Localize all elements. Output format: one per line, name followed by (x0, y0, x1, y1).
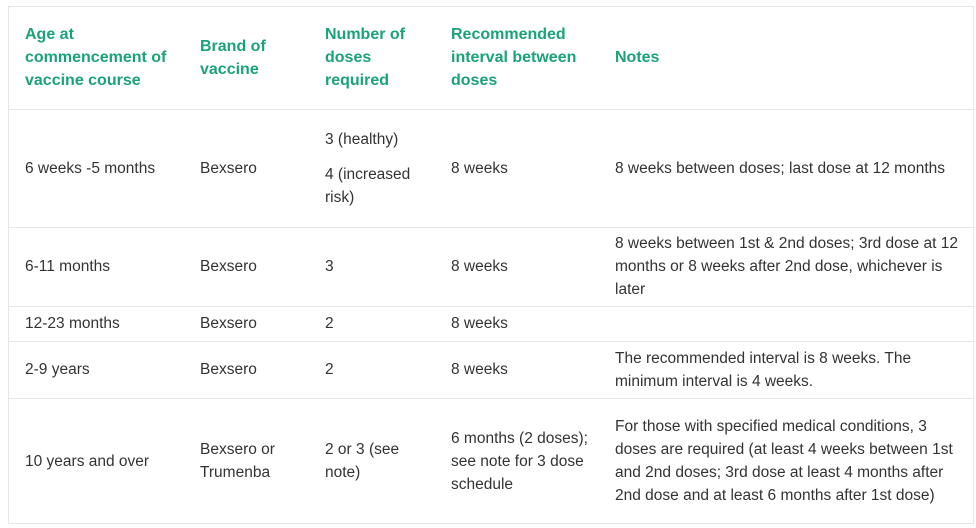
table-row: 12-23 months Bexsero 2 8 weeks (9, 306, 975, 342)
cell-interval: 8 weeks (435, 341, 599, 399)
header-interval: Recommended interval between doses (435, 7, 599, 110)
cell-interval: 8 weeks (435, 109, 599, 228)
header-age: Age at commencement of vaccine course (9, 7, 184, 110)
table-row: 6 weeks -5 months Bexsero 3 (healthy) 4 … (9, 109, 975, 228)
cell-age: 6 weeks -5 months (9, 109, 184, 228)
cell-doses: 3 (healthy) 4 (increased risk) (309, 109, 435, 228)
table-row: 6-11 months Bexsero 3 8 weeks 8 weeks be… (9, 227, 975, 307)
header-notes: Notes (599, 7, 975, 110)
cell-notes: 8 weeks between 1st & 2nd doses; 3rd dos… (599, 227, 975, 307)
cell-notes (599, 306, 975, 342)
cell-doses: 2 (309, 341, 435, 399)
cell-age: 2-9 years (9, 341, 184, 399)
header-brand: Brand of vaccine (184, 7, 309, 110)
table-row: 10 years and over Bexsero or Trumenba 2 … (9, 398, 975, 524)
cell-brand: Bexsero (184, 227, 309, 307)
cell-interval: 6 months (2 doses); see note for 3 dose … (451, 429, 588, 493)
cell-interval: 8 weeks (435, 306, 599, 342)
cell-brand: Bexsero (184, 109, 309, 228)
cell-notes: The recommended interval is 8 weeks. The… (599, 341, 975, 399)
doses-healthy: 3 (healthy) (325, 130, 399, 148)
vaccine-schedule-table-container: Age at commencement of vaccine course Br… (8, 6, 975, 524)
cell-brand: Bexsero (184, 306, 309, 342)
cell-interval: 8 weeks (435, 227, 599, 307)
cell-brand: Bexsero or Trumenba (200, 441, 275, 482)
cell-age: 12-23 months (9, 306, 184, 342)
cell-doses: 2 (309, 306, 435, 342)
cell-notes: 8 weeks between doses; last dose at 12 m… (599, 109, 975, 228)
cell-brand: Bexsero (184, 341, 309, 399)
cell-doses: 3 (309, 227, 435, 307)
vaccine-schedule-table: Age at commencement of vaccine course Br… (9, 7, 975, 524)
doses-increased-risk: 4 (increased risk) (325, 165, 411, 206)
cell-age: 6-11 months (9, 227, 184, 307)
cell-doses: 2 or 3 (see note) (325, 441, 400, 482)
cell-age: 10 years and over (25, 452, 150, 470)
table-row: 2-9 years Bexsero 2 8 weeks The recommen… (9, 341, 975, 399)
header-doses: Number of doses required (309, 7, 435, 110)
table-header-row: Age at commencement of vaccine course Br… (9, 7, 975, 110)
cell-notes: For those with specified medical conditi… (615, 418, 953, 505)
